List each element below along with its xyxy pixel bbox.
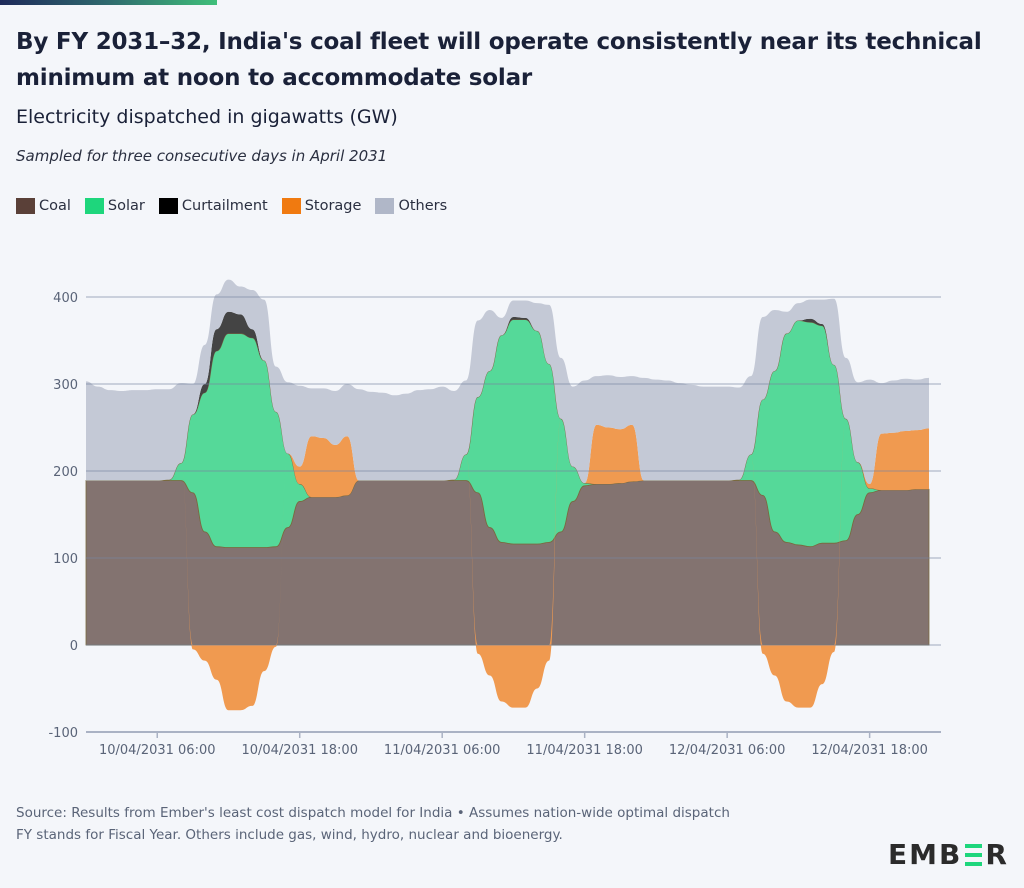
chart-title: By FY 2031–32, India's coal fleet will o… <box>16 29 982 91</box>
legend-swatch-others <box>375 198 395 214</box>
legend: Coal Solar Curtailment Storage Others <box>16 198 447 214</box>
y-tick-label: -100 <box>48 726 78 741</box>
logo-text-left: EMB <box>888 838 963 871</box>
legend-label: Others <box>398 198 448 214</box>
axis-layer: 400 300 200 100 0 -100 10/04/2031 06:00 10/04/2… <box>48 291 941 758</box>
x-tick-label: 10/04/2031 06:00 <box>99 743 216 758</box>
legend-swatch-solar <box>84 198 104 214</box>
source-note: Source: Results from Ember's least cost … <box>16 805 730 821</box>
x-tick-label: 10/04/2031 18:00 <box>241 743 358 758</box>
ember-logo: EMB R <box>888 838 1009 871</box>
x-tick-label: 12/04/2031 18:00 <box>811 743 928 758</box>
legend-swatch-curtailment <box>158 198 178 214</box>
legend-label: Curtailment <box>181 198 268 214</box>
y-tick-label: 400 <box>53 291 78 306</box>
area-layer <box>85 279 930 711</box>
chart-subtitle: Electricity dispatched in gigawatts (GW) <box>16 106 398 128</box>
y-tick-label: 200 <box>53 465 78 480</box>
x-tick-label: 12/04/2031 06:00 <box>669 743 786 758</box>
legend-swatch-coal <box>16 198 35 214</box>
x-tick-label: 11/04/2031 18:00 <box>526 743 643 758</box>
legend-item-storage[interactable]: Storage <box>281 198 362 214</box>
legend-swatch-storage <box>281 198 301 214</box>
logo-text-right: R <box>985 838 1009 871</box>
chart-note: Sampled for three consecutive days in Ap… <box>16 147 388 165</box>
legend-label: Storage <box>304 198 362 214</box>
y-tick-label: 100 <box>53 552 78 567</box>
y-tick-label: 0 <box>70 639 78 654</box>
area-others[interactable] <box>86 279 929 485</box>
logo-e-glyph <box>965 843 983 866</box>
brand-accent-bar <box>0 0 217 5</box>
x-tick-label: 11/04/2031 06:00 <box>384 743 501 758</box>
footnote: FY stands for Fiscal Year. Others includ… <box>16 827 563 843</box>
legend-label: Coal <box>39 198 71 214</box>
area-storage[interactable] <box>86 418 929 711</box>
legend-item-coal[interactable]: Coal <box>16 198 71 214</box>
legend-item-curtailment[interactable]: Curtailment <box>158 198 268 214</box>
legend-item-others[interactable]: Others <box>375 198 447 214</box>
legend-item-solar[interactable]: Solar <box>84 198 145 214</box>
legend-label: Solar <box>107 198 145 214</box>
y-tick-label: 300 <box>53 378 78 393</box>
footer: Source: Results from Ember's least cost … <box>16 802 816 846</box>
